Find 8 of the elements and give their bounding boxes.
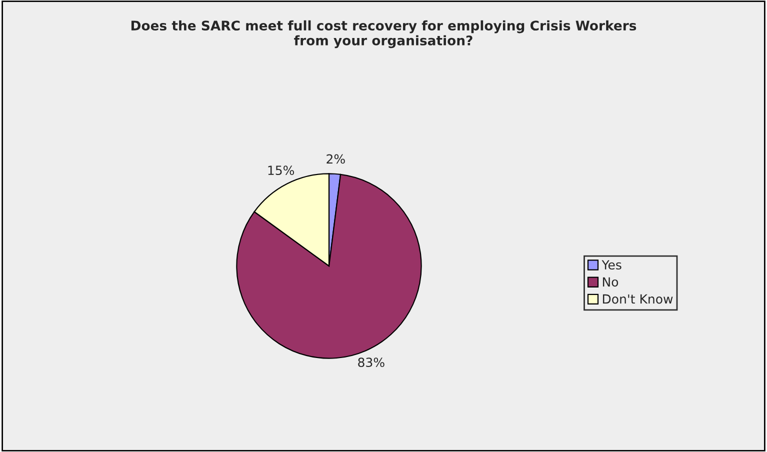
data-label: 15% <box>268 166 294 176</box>
pie-slice <box>236 174 422 359</box>
data-label: 83% <box>358 358 384 368</box>
legend-label: Don't Know <box>602 294 673 304</box>
chart-title: Does the SARC meet full cost recovery for employing Crisis Workers from your organisation? <box>131 20 636 48</box>
data-label: 2% <box>326 154 345 164</box>
legend-label: Yes <box>602 260 622 270</box>
legend-label: No <box>602 277 618 287</box>
